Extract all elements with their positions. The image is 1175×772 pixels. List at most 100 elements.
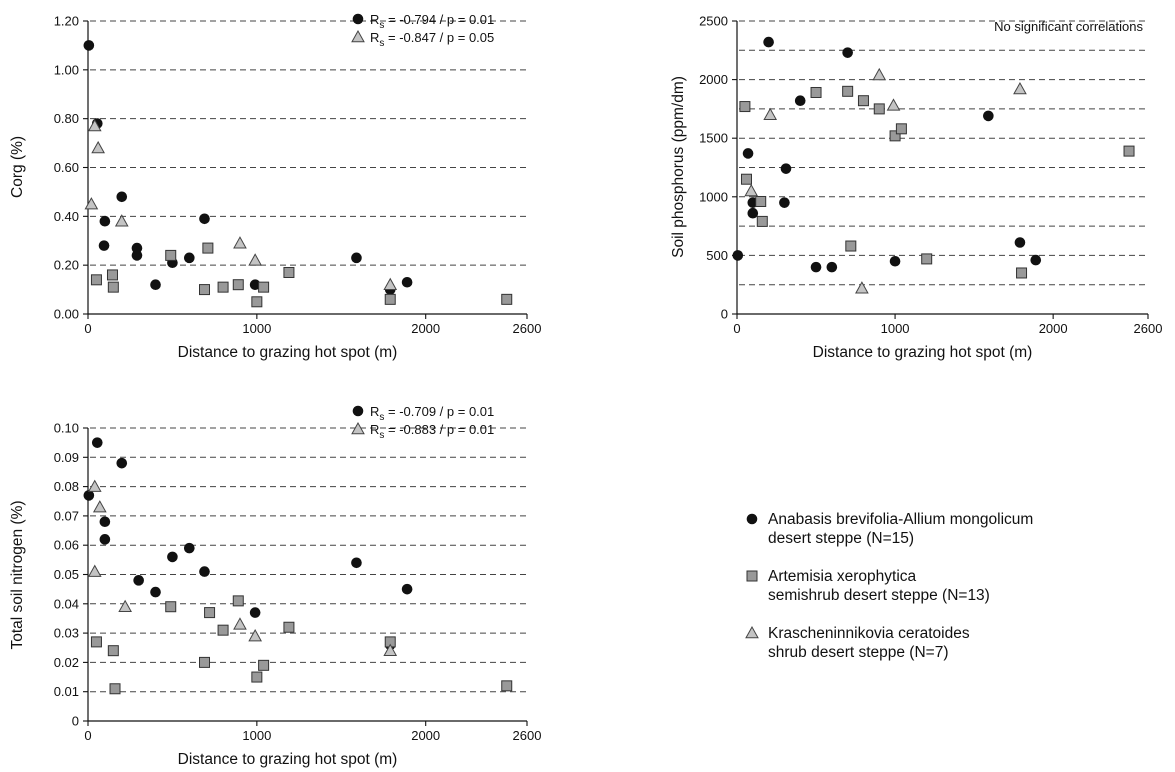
point-anabasis — [199, 566, 210, 577]
annotation-text: No significant correlations — [994, 19, 1143, 34]
point-anabasis — [150, 586, 161, 598]
point-artemisia — [251, 671, 263, 683]
point-krascheninnikovia — [87, 118, 102, 132]
x-tick-label: 2600 — [513, 728, 542, 743]
legend-label: semishrub desert steppe (N=13) — [768, 587, 990, 604]
y-tick-label: 0.04 — [54, 596, 79, 611]
annotation-subscript: s — [379, 412, 384, 423]
point-anabasis — [249, 279, 261, 291]
point-artemisia — [217, 624, 229, 636]
point-artemisia — [251, 296, 263, 308]
point-anabasis — [83, 40, 95, 51]
point-krascheninnikovia — [92, 500, 107, 513]
point-artemisia — [258, 281, 270, 293]
point-artemisia — [889, 130, 901, 142]
point-krascheninnikovia — [91, 140, 105, 154]
legend-label: Artemisia xerophytica — [768, 568, 917, 585]
point-artemisia — [501, 680, 513, 692]
annotation-text: Rs = -0.709 / p = 0.01 — [370, 404, 494, 423]
nitrogen-panel: 0 0.01 0.02 0.03 0.04 0.05 0.06 0.07 0.08 0.09 0.1… — [9, 404, 541, 768]
point-anabasis — [810, 261, 822, 273]
point-artemisia — [842, 85, 854, 97]
point-artemisia — [756, 215, 768, 227]
point-artemisia — [232, 279, 244, 291]
legend-label: desert steppe (N=15) — [768, 530, 914, 547]
annotation-subscript: s — [379, 20, 384, 31]
point-artemisia — [1123, 145, 1135, 157]
point-anabasis — [794, 95, 806, 106]
x-tick-label: 2600 — [1134, 321, 1163, 336]
point-anabasis — [1030, 254, 1042, 266]
annotation-marker-circle — [352, 13, 364, 25]
y-tick-label: 0.06 — [54, 538, 79, 553]
point-anabasis — [184, 252, 195, 264]
point-krascheninnikovia — [87, 564, 102, 577]
point-artemisia — [199, 656, 211, 668]
y-tick-label: 0.00 — [54, 307, 79, 322]
y-axis-label: Corg (%) — [9, 136, 26, 198]
legend-label: shrub desert steppe (N=7) — [768, 644, 949, 661]
x-tick-label: 2000 — [1039, 321, 1068, 336]
y-tick-label: 1000 — [699, 189, 728, 204]
point-artemisia — [895, 123, 907, 135]
point-anabasis — [199, 213, 210, 225]
x-tick-label: 2000 — [411, 728, 440, 743]
y-tick-label: 2500 — [699, 14, 728, 29]
x-tick-label: 0 — [84, 321, 91, 336]
point-anabasis — [131, 250, 143, 261]
x-tick-label: 0 — [84, 728, 91, 743]
point-krascheninnikovia — [84, 197, 99, 210]
point-krascheninnikovia — [763, 107, 778, 121]
y-tick-label: 0.01 — [54, 684, 79, 699]
point-artemisia — [810, 86, 822, 98]
point-anabasis — [983, 110, 994, 122]
point-anabasis — [167, 551, 178, 563]
y-tick-label: 0.03 — [54, 626, 79, 641]
legend-label: Anabasis brevifolia-Allium mongolicum — [768, 511, 1033, 528]
point-anabasis — [184, 542, 195, 554]
annotation-marker-triangle — [351, 421, 365, 435]
x-tick-label: 1000 — [242, 321, 271, 336]
point-artemisia — [217, 281, 229, 293]
y-tick-label: 0.07 — [54, 508, 79, 523]
annotation-subscript: s — [379, 430, 384, 441]
y-axis-label: Soil phosphorus (ppm/dm) — [670, 76, 687, 258]
annotation-text: Rs = -0.847 / p = 0.05 — [370, 30, 494, 49]
annotation-value: = -0.847 / p = 0.05 — [384, 30, 494, 45]
point-artemisia — [204, 607, 216, 619]
x-tick-label: 0 — [733, 321, 740, 336]
point-anabasis — [889, 255, 901, 267]
point-anabasis — [150, 279, 161, 291]
point-artemisia — [283, 621, 295, 633]
y-tick-label: 500 — [706, 248, 728, 263]
point-anabasis — [99, 215, 111, 227]
point-krascheninnikovia — [744, 183, 759, 197]
y-tick-label: 2000 — [699, 72, 728, 87]
point-anabasis — [780, 163, 792, 174]
x-axis-label: Distance to grazing hot spot (m) — [178, 751, 398, 768]
annotation-value: = -0.794 / p = 0.01 — [384, 12, 494, 27]
point-artemisia — [199, 284, 211, 296]
legend: Anabasis brevifolia-Allium mongolicum des… — [745, 511, 1033, 661]
point-artemisia — [165, 601, 177, 613]
point-krascheninnikovia — [1013, 81, 1027, 95]
point-krascheninnikovia — [872, 67, 887, 81]
point-anabasis — [401, 583, 413, 595]
x-tick-label: 1000 — [242, 728, 271, 743]
point-anabasis — [91, 437, 103, 448]
point-anabasis — [401, 276, 413, 288]
point-krascheninnikovia — [855, 281, 869, 294]
point-artemisia — [740, 173, 752, 185]
y-tick-label: 0 — [721, 307, 728, 322]
point-krascheninnikovia — [248, 253, 263, 266]
phosphorus-panel: 0 500 1000 1500 2000 2500 0 1000 2000 2600 Distanc… — [670, 14, 1162, 362]
y-tick-label: 0.05 — [54, 567, 79, 582]
point-artemisia — [501, 293, 513, 305]
annotation-text: Rs = -0.794 / p = 0.01 — [370, 12, 494, 31]
x-axis-label: Distance to grazing hot spot (m) — [178, 344, 398, 361]
point-artemisia — [109, 683, 121, 695]
y-tick-label: 0.60 — [54, 160, 79, 175]
point-artemisia — [857, 95, 869, 107]
point-artemisia — [232, 595, 244, 607]
